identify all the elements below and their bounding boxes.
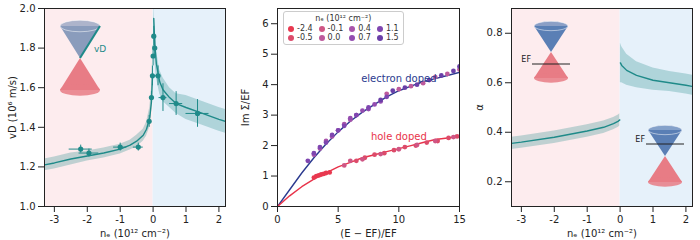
html-text:0.0: 0.0 [327, 33, 341, 42]
svg-text:-2: -2 [82, 214, 92, 225]
svg-text:3: 3 [262, 109, 268, 120]
svg-text:Im Σ/EF: Im Σ/EF [240, 88, 251, 126]
svg-text:1: 1 [650, 214, 656, 225]
svg-text:1.8: 1.8 [20, 42, 36, 53]
svg-text:0.6: 0.6 [487, 77, 503, 88]
svg-text:0.8: 0.8 [487, 27, 503, 38]
html-text:nₑ (10¹² cm⁻²): nₑ (10¹² cm⁻²) [315, 14, 372, 23]
svg-text:0.2: 0.2 [487, 176, 503, 187]
svg-text:6: 6 [262, 18, 268, 29]
svg-text:5: 5 [262, 48, 268, 59]
html-text:1.1: 1.1 [386, 24, 399, 33]
svg-text:1.0: 1.0 [20, 201, 36, 212]
svg-text:-2: -2 [549, 214, 559, 225]
html-text:0.4: 0.4 [358, 24, 371, 33]
svg-text:(E − EF)/EF: (E − EF)/EF [340, 228, 397, 239]
html-text:-2.4: -2.4 [297, 24, 313, 33]
svg-text:0: 0 [262, 201, 268, 212]
svg-text:1.4: 1.4 [20, 122, 36, 133]
svg-text:0: 0 [150, 214, 156, 225]
svg-text:-1: -1 [582, 214, 592, 225]
svg-text:15: 15 [453, 214, 466, 225]
svg-text:-3: -3 [49, 214, 59, 225]
svg-text:hole doped: hole doped [371, 131, 427, 142]
svg-text:1.2: 1.2 [20, 161, 36, 172]
svg-text:electron doped: electron doped [361, 73, 436, 84]
svg-text:α: α [474, 104, 485, 111]
svg-text:4: 4 [262, 79, 268, 90]
html-text:-0.1: -0.1 [327, 24, 344, 33]
svg-text:vD: vD [94, 44, 106, 54]
html-text:-0.5: -0.5 [297, 33, 313, 42]
html-text:1.5: 1.5 [386, 33, 399, 42]
svg-text:2.0: 2.0 [20, 3, 36, 14]
svg-text:2: 2 [683, 214, 689, 225]
svg-text:nₑ (10¹² cm⁻²): nₑ (10¹² cm⁻²) [100, 228, 170, 239]
svg-text:0: 0 [617, 214, 623, 225]
svg-text:1.6: 1.6 [20, 82, 36, 93]
svg-text:0: 0 [274, 214, 280, 225]
svg-text:1: 1 [262, 170, 268, 181]
html-text:0.7: 0.7 [358, 33, 371, 42]
svg-text:10: 10 [392, 214, 405, 225]
svg-text:0.4: 0.4 [487, 126, 503, 137]
svg-text:1: 1 [183, 214, 189, 225]
svg-text:EF: EF [635, 135, 645, 144]
svg-text:2: 2 [216, 214, 222, 225]
svg-text:-1: -1 [115, 214, 125, 225]
svg-text:2: 2 [262, 140, 268, 151]
svg-text:EF: EF [521, 55, 531, 64]
svg-text:5: 5 [335, 214, 341, 225]
svg-text:nₑ (10¹² cm⁻²): nₑ (10¹² cm⁻²) [567, 228, 637, 239]
svg-text:vD (10⁶ m/s): vD (10⁶ m/s) [7, 76, 18, 139]
svg-text:-3: -3 [516, 214, 526, 225]
